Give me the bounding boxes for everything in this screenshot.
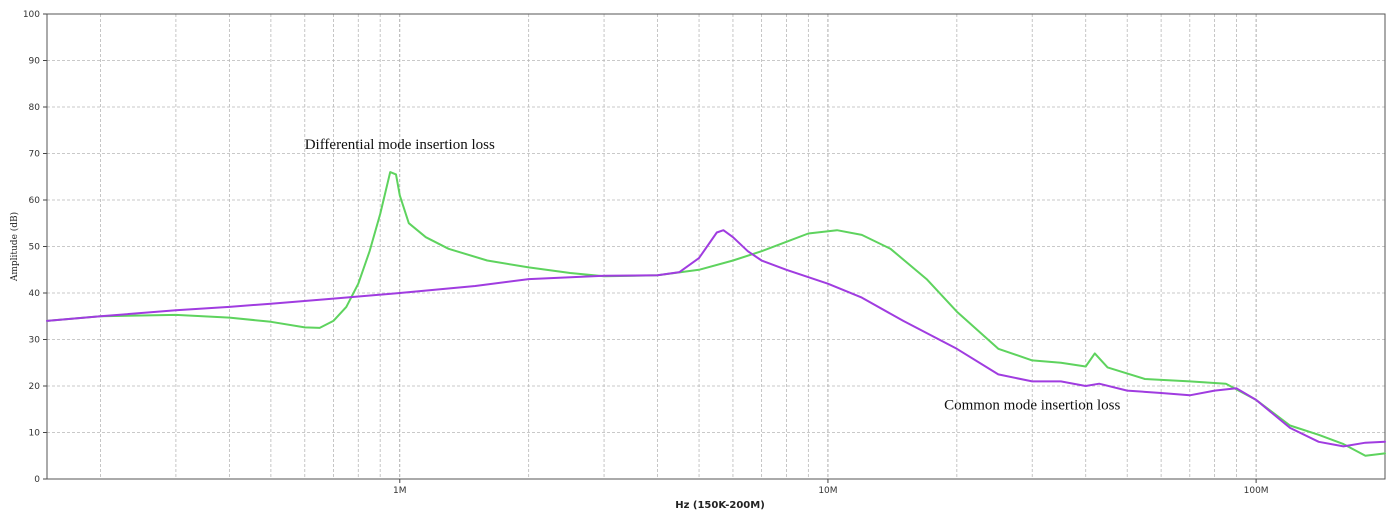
y-tick-label: 90 — [29, 57, 41, 67]
plot-frame — [46, 13, 1386, 480]
annotation-common-mode: Common mode insertion loss — [944, 397, 1120, 413]
y-axis-title: Amplitude (dB) — [9, 212, 20, 282]
y-tick-label: 50 — [29, 243, 41, 253]
axes — [43, 13, 1386, 483]
x-axis-title: Hz (150K-200M) — [675, 500, 765, 511]
y-tick-label: 80 — [29, 103, 41, 113]
y-tick-label: 0 — [34, 475, 40, 485]
labels: 0 10 20 30 40 50 60 70 80 90 100 1M 10M 100M Hz (150K-… — [9, 10, 1269, 511]
annotation-differential-mode: Differential mode insertion loss — [305, 137, 495, 153]
series-line-common — [46, 229, 1386, 448]
grid — [47, 14, 1385, 479]
x-tick-label: 1M — [393, 486, 407, 496]
y-tick-label: 60 — [29, 196, 41, 206]
x-tick-label: 100M — [1244, 486, 1269, 496]
series-layer — [46, 171, 1386, 457]
x-tick-label: 10M — [818, 486, 837, 496]
y-tick-label: 20 — [29, 382, 41, 392]
y-tick-label: 30 — [29, 336, 41, 346]
series-line-differential — [46, 171, 1386, 457]
y-tick-label: 40 — [29, 289, 41, 299]
y-tick-label: 70 — [29, 150, 41, 160]
y-tick-label: 100 — [23, 10, 40, 20]
y-tick-label: 10 — [29, 429, 41, 439]
